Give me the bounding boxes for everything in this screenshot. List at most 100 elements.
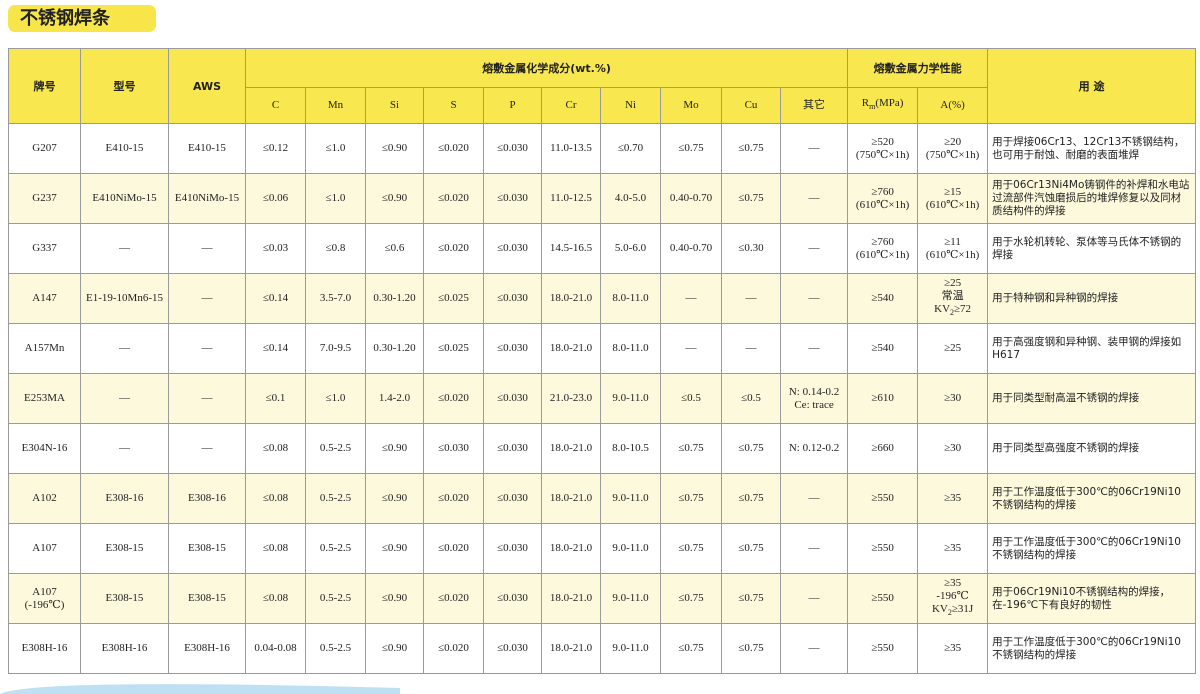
header-cell: 熔敷金属化学成分(wt.%) [244,48,849,88]
table-cell: — [779,323,849,374]
text-part: KV [934,303,951,316]
table-cell: — [779,123,849,174]
table-cell: — [80,373,169,424]
table-cell: E410NiMo-15 [80,173,169,224]
table-row: A157Mn — — ≤0.14 7.0-9.5 0.30-1.20 ≤0.025 ≤0.03… [8,323,1197,374]
table-row: E253MA — — ≤0.1 ≤1.0 1.4-2.0 ≤0.020 ≤0.030 21.0-… [8,373,1197,424]
cell-line: (-196℃) [24,598,65,611]
table-cell: ≤0.020 [423,173,484,224]
table-cell: 18.0-21.0 [541,273,601,324]
table-cell: ≤1.0 [305,373,366,424]
table-cell: ≤0.75 [660,423,722,474]
table-cell: ≤0.30 [721,223,781,274]
header-cell: Rm(MPa) [847,87,919,124]
table-cell: ≥35 [917,523,989,574]
header-cell: C [245,87,306,124]
cell-line: ≥35 [944,577,962,590]
table-cell: — [779,573,849,624]
use-cell: 用于同类型高强度不锈钢的焊接 [987,423,1197,474]
table-cell: ≤0.75 [721,123,781,174]
table-cell: 18.0-21.0 [541,573,601,624]
table-cell: ≤0.030 [483,573,542,624]
table-cell: E308-15 [80,523,169,574]
table-cell: 0.5-2.5 [305,573,366,624]
table-cell: ≤0.90 [365,623,424,674]
table-cell: ≤0.6 [365,223,424,274]
header-cell: A(%) [917,87,989,124]
text-part: ≥31J [951,603,974,616]
table-cell: ≤0.75 [660,473,722,524]
table-cell: ≤0.75 [721,523,781,574]
table-cell: ≤0.020 [423,223,484,274]
table-cell: 0.5-2.5 [305,473,366,524]
text-part: R [861,97,870,110]
cell-line: ≥760 [871,235,894,248]
table-cell: ≥35 [917,623,989,674]
table-cell: E1-19-10Mn6-15 [80,273,169,324]
table-cell: 0.5-2.5 [305,423,366,474]
table-cell: 18.0-21.0 [541,473,601,524]
table-cell: E308-15 [168,523,246,574]
table-cell: ≤0.14 [245,273,306,324]
table-cell: ≤0.030 [483,423,542,474]
table-cell: ≤0.030 [483,623,542,674]
table-cell: G337 [8,223,81,274]
table-cell: ≤0.030 [483,273,542,324]
table-cell: ≤0.030 [483,523,542,574]
table-cell: ≤0.030 [483,373,542,424]
table-cell: — [779,473,849,524]
table-cell: ≥540 [847,273,919,324]
table-cell: ≤0.08 [245,473,306,524]
table-cell: ≥35 -196℃ KV2≥31J [917,573,989,624]
table-cell: ≥25 [917,323,989,374]
table-cell: 0.5-2.5 [305,623,366,674]
table-cell: A107 [8,523,81,574]
table-row: E304N-16— — ≤0.08 0.5-2.5 ≤0.90 ≤0.030 ≤0.030 1… [8,423,1197,474]
table-cell: — [779,623,849,674]
section-title: 不锈钢焊条 [8,5,156,32]
table-row: G207 E410-15 E410-15 ≤0.12 ≤1.0 ≤0.90 ≤0.020 ≤0… [8,123,1197,174]
table-row: A107 E308-15 E308-15 ≤0.08 0.5-2.5 ≤0.90 ≤0.02… [8,523,1197,574]
table-cell: ≤0.06 [245,173,306,224]
use-cell: 用于06Cr13Ni4Mo铸钢件的补焊和水电站过流部件汽蚀磨损后的堆焊修复以及同… [987,173,1197,224]
table-cell: 14.5-16.5 [541,223,601,274]
table-cell: N: 0.14-0.2 Ce: trace [779,373,849,424]
table-cell: ≤0.75 [660,523,722,574]
table-cell: ≥550 [847,573,919,624]
table-cell: ≤0.75 [660,623,722,674]
table-cell: ≤0.75 [721,173,781,224]
table-row: A102 E308-16 E308-16 ≤0.08 0.5-2.5 ≤0.90 ≤0.02… [8,473,1197,524]
subscript: 2 [947,608,952,618]
table-cell: ≤0.020 [423,523,484,574]
table-cell: 9.0-11.0 [600,573,661,624]
table-cell: 1.4-2.0 [365,373,424,424]
cell-line: ≥15 [944,185,962,198]
table-cell: 18.0-21.0 [541,523,601,574]
table-cell: E410-15 [168,123,246,174]
table-cell: ≤0.030 [483,223,542,274]
header-cell: Ni [600,87,661,124]
table-cell: A147 [8,273,81,324]
table-cell: 5.0-6.0 [600,223,661,274]
table-cell: ≤0.8 [305,223,366,274]
table-cell: 4.0-5.0 [600,173,661,224]
table-cell: 8.0-10.5 [600,423,661,474]
table-cell: ≥11 (610℃×1h) [917,223,989,274]
cell-line: Rm(MPa) [850,97,915,113]
table-cell: ≤0.90 [365,473,424,524]
table-cell: ≥760 (610℃×1h) [847,223,919,274]
table-cell: ≥550 [847,473,919,524]
table-row: E308H-16 E308H-16 E308H-16 0.04-0.08 0.5-2.5… [8,623,1197,674]
table-cell: — [168,423,246,474]
use-cell: 用于工作温度低于300℃的06Cr19Ni10不锈钢结构的焊接 [987,623,1197,674]
use-cell: 用于工作温度低于300℃的06Cr19Ni10不锈钢结构的焊接 [987,473,1197,524]
subscript: m [869,102,876,112]
table-cell: 0.5-2.5 [305,523,366,574]
table-row: G237 E410NiMo-15 E410NiMo-15 ≤0.06 ≤1.0 ≤0.90… [8,173,1197,224]
table-cell: ≤0.75 [660,123,722,174]
table-cell: ≤0.5 [721,373,781,424]
cell-line: ≥520 [871,135,894,148]
table-cell: ≥35 [917,473,989,524]
table-cell: ≥610 [847,373,919,424]
